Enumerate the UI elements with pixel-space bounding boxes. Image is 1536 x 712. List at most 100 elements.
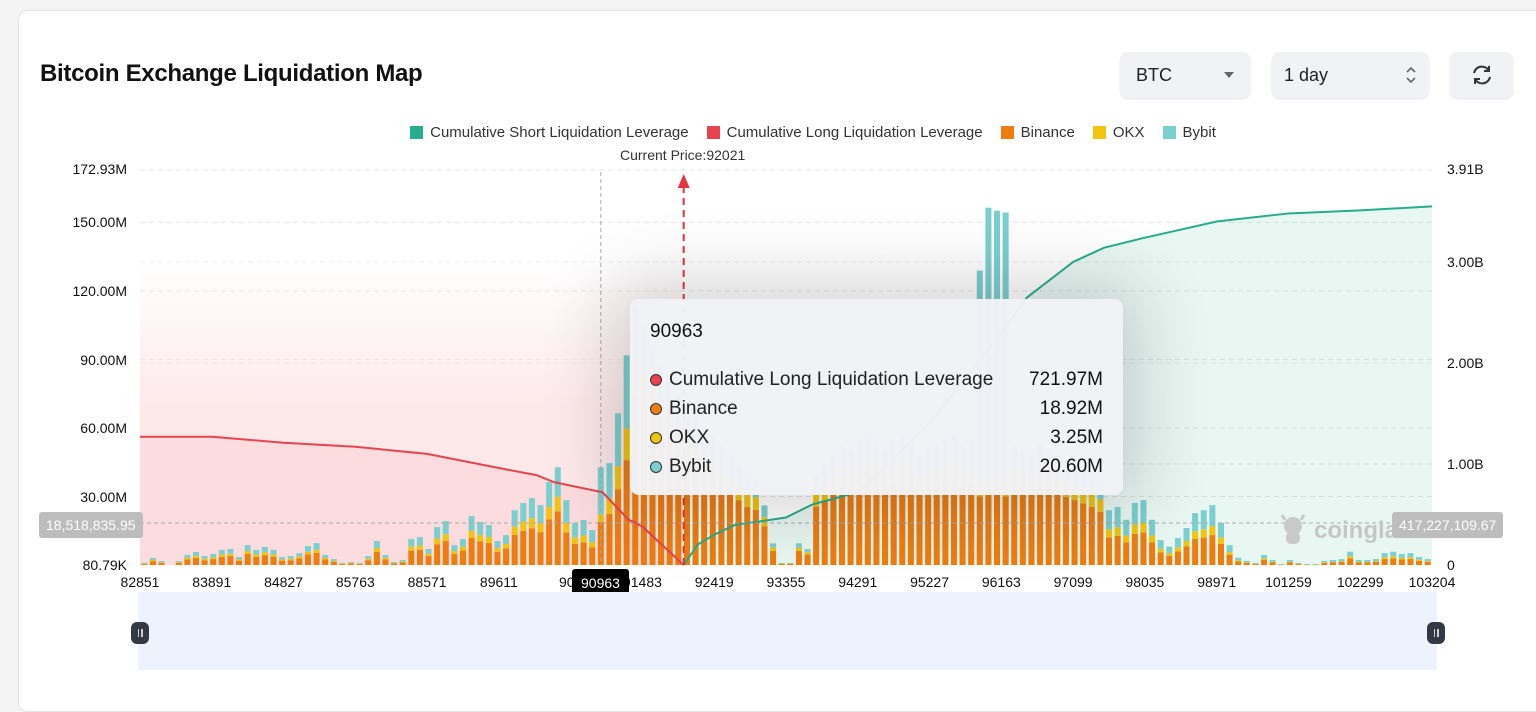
range-slider-left-handle[interactable] (131, 622, 149, 644)
bar-binance (520, 530, 527, 565)
bar-bybit (1105, 510, 1113, 530)
bar-bybit (804, 549, 811, 553)
bar-bybit (1398, 554, 1405, 558)
bar-bybit (365, 556, 372, 559)
bar-bybit (1329, 559, 1336, 562)
bar-bybit (1200, 510, 1207, 530)
range-slider-right-handle[interactable] (1427, 622, 1445, 644)
bar-bybit (253, 549, 260, 555)
bar-okx (1364, 561, 1371, 563)
coin-select[interactable]: BTC (1120, 52, 1250, 98)
bar-okx (201, 558, 208, 561)
bar-binance (546, 519, 553, 565)
y-right-tick: 3.91B (1447, 161, 1484, 177)
bar-okx (244, 551, 251, 555)
bar-bybit (434, 527, 441, 539)
legend-item-bybit[interactable]: Bybit (1162, 124, 1216, 141)
bar-binance (959, 487, 966, 565)
y-left-tick: 30.00M (80, 489, 127, 505)
x-tick-label: 96163 (981, 574, 1021, 590)
bar-bybit (1166, 546, 1173, 554)
bar-okx (744, 493, 751, 507)
y-right-tick: 2.00B (1447, 355, 1484, 371)
legend-label: Binance (1020, 124, 1075, 141)
bar-binance (571, 543, 578, 565)
bar-binance (1192, 538, 1199, 565)
bar-bybit (425, 549, 432, 554)
bar-binance (726, 493, 734, 565)
legend-item-binance[interactable]: Binance (1000, 124, 1075, 141)
bar-binance (933, 487, 940, 565)
bar-binance (1407, 559, 1414, 565)
legend-swatch (1000, 126, 1014, 139)
x-tick-label: 83891 (192, 574, 232, 590)
bar-bybit (1372, 559, 1380, 562)
bar-binance (761, 526, 768, 565)
bar-okx (339, 563, 346, 565)
bar-binance (563, 532, 570, 565)
bar-binance (391, 563, 398, 565)
bar-bybit (537, 505, 544, 524)
bar-binance (1398, 559, 1405, 565)
bar-okx (382, 557, 389, 560)
bar-binance (847, 490, 854, 565)
bar-bybit (1192, 513, 1199, 532)
bar-okx (1174, 547, 1181, 552)
bar-bybit (1312, 564, 1319, 565)
bar-bybit (1149, 519, 1156, 536)
bar-okx (330, 560, 337, 562)
bar-okx (279, 559, 286, 561)
bar-okx (770, 547, 777, 551)
bar-binance (735, 500, 742, 565)
bar-binance (434, 544, 441, 565)
x-tick-label: 88571 (407, 574, 447, 590)
bar-binance (752, 509, 759, 565)
bar-binance (1114, 535, 1121, 565)
refresh-button[interactable] (1450, 52, 1513, 98)
tooltip-row-binance: Binance 18.92M (650, 394, 1103, 423)
bar-binance (1286, 562, 1293, 565)
bar-binance (503, 548, 510, 565)
bar-binance (804, 554, 811, 565)
x-tick-label: 92419 (694, 574, 734, 590)
legend-label: Cumulative Long Liquidation Leverage (726, 124, 983, 141)
bar-binance (1183, 546, 1190, 565)
long-cumulative-line (140, 435, 685, 566)
bar-binance (1071, 500, 1078, 565)
bar-bybit (563, 500, 570, 523)
bar-binance (1381, 559, 1388, 565)
bar-binance (778, 563, 785, 565)
bar-okx (425, 553, 432, 557)
bar-okx (468, 530, 475, 539)
bar-bybit (1364, 559, 1371, 562)
dot-icon (650, 402, 662, 415)
bar-bybit (1243, 560, 1250, 563)
bar-bybit (571, 522, 578, 538)
bar-bybit (459, 538, 467, 547)
range-slider-track[interactable] (138, 592, 1437, 670)
bar-okx (1355, 561, 1362, 563)
legend-item-short[interactable]: Cumulative Short Liquidation Leverage (410, 124, 689, 141)
bar-binance (1209, 535, 1216, 565)
x-tick-label: 89611 (479, 574, 518, 590)
bar-bybit (511, 510, 518, 527)
bar-binance (718, 487, 725, 565)
bar-okx (1157, 548, 1164, 553)
legend-item-okx[interactable]: OKX (1092, 124, 1145, 141)
bar-okx (752, 497, 759, 510)
bar-binance (1226, 554, 1233, 565)
bar-binance (1338, 562, 1345, 565)
bar-binance (356, 563, 363, 565)
bar-binance (451, 554, 458, 565)
bar-binance (1045, 490, 1052, 565)
bar-okx (1209, 526, 1216, 536)
bar-okx (1235, 560, 1242, 562)
legend-item-long[interactable]: Cumulative Long Liquidation Leverage (706, 124, 983, 141)
bar-binance (838, 487, 846, 565)
bar-binance (442, 540, 449, 565)
bar-binance (270, 556, 277, 565)
bar-binance (830, 493, 837, 565)
range-select[interactable]: 1 day (1272, 52, 1429, 98)
bar-bybit (175, 561, 182, 563)
bar-okx (1407, 557, 1414, 560)
